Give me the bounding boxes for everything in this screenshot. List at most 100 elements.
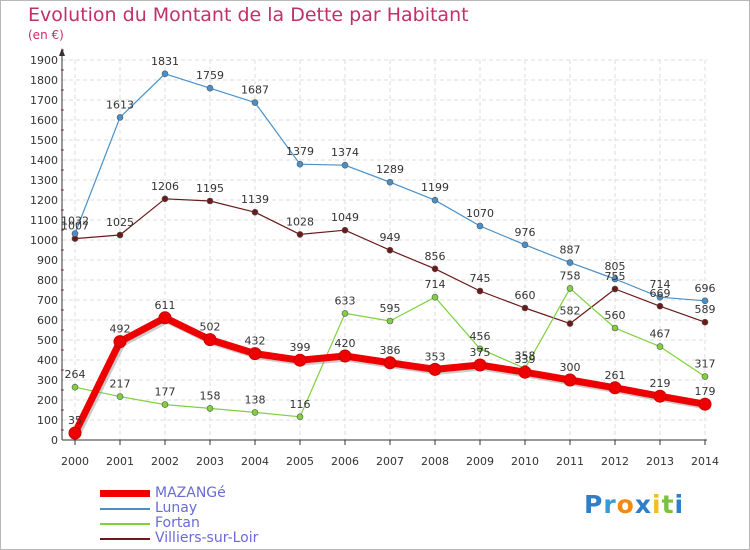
x-tick-label: 2009 xyxy=(466,455,494,468)
y-tick-label: 1700 xyxy=(30,94,58,107)
data-label: 264 xyxy=(65,368,86,381)
logo-letter: i xyxy=(674,490,685,519)
data-point xyxy=(611,275,619,283)
data-label: 217 xyxy=(110,378,131,391)
data-label: 502 xyxy=(200,321,221,334)
x-tick-label: 2002 xyxy=(151,455,179,468)
data-label: 560 xyxy=(605,309,626,322)
y-tick-label: 900 xyxy=(37,254,58,267)
logo-letter: i xyxy=(652,490,662,519)
data-label: 1007 xyxy=(61,220,89,233)
data-point xyxy=(431,293,439,301)
data-point xyxy=(293,353,307,367)
data-point xyxy=(161,70,169,78)
data-label: 177 xyxy=(155,386,176,399)
data-label: 1206 xyxy=(151,180,179,193)
data-point xyxy=(653,389,667,403)
data-point xyxy=(203,333,217,347)
data-label: 179 xyxy=(695,385,716,398)
y-tick-label: 1800 xyxy=(30,74,58,87)
legend-label: Lunay xyxy=(155,500,198,516)
logo-letter: t xyxy=(661,490,675,519)
data-point xyxy=(71,383,79,391)
data-point xyxy=(518,365,532,379)
x-tick-label: 2005 xyxy=(286,455,314,468)
data-point xyxy=(611,324,619,332)
data-label: 1025 xyxy=(106,216,134,229)
data-label: 1759 xyxy=(196,69,224,82)
data-point xyxy=(341,161,349,169)
y-tick-label: 600 xyxy=(37,314,58,327)
data-point xyxy=(428,362,442,376)
data-point xyxy=(251,208,259,216)
y-tick-label: 1600 xyxy=(30,114,58,127)
data-label: 1139 xyxy=(241,193,269,206)
y-tick-label: 700 xyxy=(37,294,58,307)
proxiti-logo: Proxiti xyxy=(584,490,684,519)
data-label: 595 xyxy=(380,302,401,315)
data-label: 116 xyxy=(290,398,311,411)
y-tick-label: 1900 xyxy=(30,54,58,67)
data-label: 582 xyxy=(560,305,581,318)
data-point xyxy=(68,426,82,440)
x-tick-label: 2003 xyxy=(196,455,224,468)
data-label: 949 xyxy=(380,231,401,244)
y-tick-label: 1200 xyxy=(30,194,58,207)
x-tick-label: 2012 xyxy=(601,455,629,468)
data-label: 219 xyxy=(650,377,671,390)
data-point xyxy=(521,241,529,249)
data-label: 300 xyxy=(560,361,581,374)
x-tick-label: 2008 xyxy=(421,455,449,468)
legend-swatch xyxy=(100,538,150,540)
data-point xyxy=(476,345,484,353)
data-label: 1687 xyxy=(241,84,269,97)
data-label: 714 xyxy=(650,278,671,291)
data-label: 1028 xyxy=(286,215,314,228)
data-label: 633 xyxy=(335,294,356,307)
y-tick-label: 1400 xyxy=(30,154,58,167)
legend-swatch xyxy=(100,508,150,510)
data-point xyxy=(248,347,262,361)
data-label: 467 xyxy=(650,328,671,341)
data-point xyxy=(566,285,574,292)
data-label: 399 xyxy=(290,341,311,354)
data-label: 1289 xyxy=(376,163,404,176)
data-point xyxy=(656,293,664,301)
data-point xyxy=(473,358,487,372)
data-point xyxy=(71,230,79,237)
x-tick-label: 2011 xyxy=(556,455,584,468)
y-tick-label: 1300 xyxy=(30,174,58,187)
data-label: 856 xyxy=(425,250,446,263)
data-label: 755 xyxy=(605,270,626,283)
data-label: 1613 xyxy=(106,98,134,111)
data-point xyxy=(563,373,577,387)
data-point xyxy=(296,413,304,421)
data-point xyxy=(341,310,349,317)
data-point xyxy=(161,401,169,408)
data-label: 1374 xyxy=(331,146,359,159)
data-label: 1379 xyxy=(286,145,314,158)
data-point xyxy=(386,246,394,254)
data-point xyxy=(656,302,664,310)
data-label: 714 xyxy=(425,278,446,291)
data-point xyxy=(521,304,529,312)
logo-letter: x xyxy=(634,490,652,519)
data-label: 339 xyxy=(515,353,536,366)
data-label: 1195 xyxy=(196,182,224,195)
y-tick-label: 500 xyxy=(37,334,58,347)
data-label: 317 xyxy=(695,358,716,371)
data-point xyxy=(431,196,439,204)
data-point xyxy=(251,99,259,106)
data-point xyxy=(476,222,484,230)
x-tick-label: 2010 xyxy=(511,455,539,468)
data-point xyxy=(476,287,484,295)
y-axis-arrow xyxy=(59,48,65,56)
y-tick-label: 1000 xyxy=(30,234,58,247)
data-point xyxy=(566,259,574,266)
data-label: 353 xyxy=(425,350,446,363)
data-label: 1199 xyxy=(421,181,449,194)
data-point xyxy=(206,405,214,412)
y-tick-label: 1500 xyxy=(30,134,58,147)
x-tick-label: 2014 xyxy=(691,455,719,468)
